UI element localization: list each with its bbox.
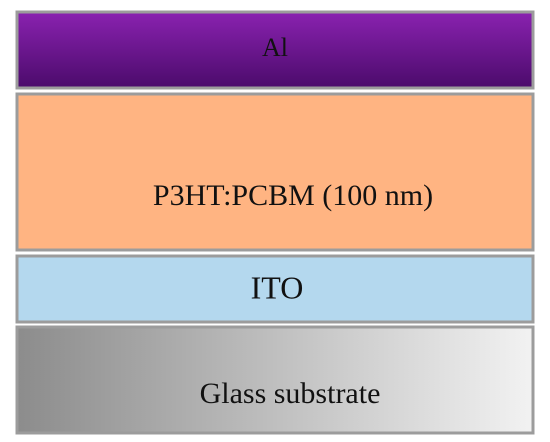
al-label: Al	[262, 33, 288, 62]
active-label: P3HT:PCBM (100 nm)	[153, 179, 433, 212]
active-layer	[15, 92, 535, 252]
al-layer	[15, 10, 535, 90]
ito-label: ITO	[251, 269, 304, 305]
glass-layer	[15, 325, 535, 435]
ito-layer	[15, 254, 535, 324]
glass-label: Glass substrate	[200, 377, 381, 410]
